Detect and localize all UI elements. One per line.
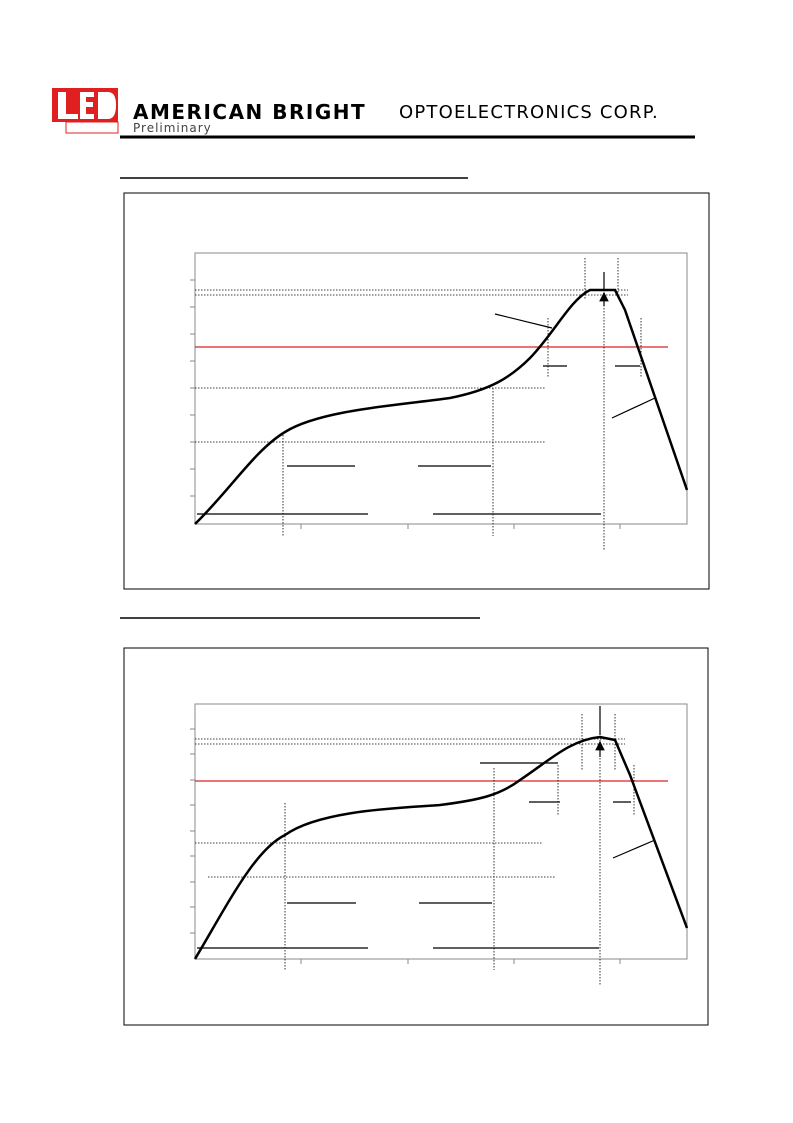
status: Preliminary [133,121,212,135]
company-name: AMERICAN BRIGHT [133,100,366,124]
profile-chart [123,647,709,1026]
logo [52,88,119,134]
company-name-rest: OPTOELECTRONICS CORP. [399,102,659,123]
profile-chart [123,192,710,590]
